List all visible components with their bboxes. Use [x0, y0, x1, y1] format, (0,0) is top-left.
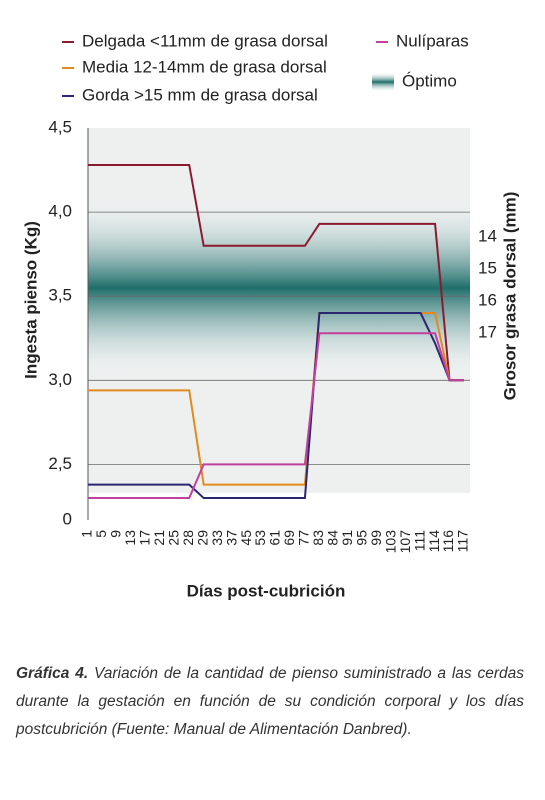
caption-label: Gráfica 4.: [16, 665, 89, 682]
x-tick-label: 29: [194, 530, 210, 546]
x-tick-label: 83: [310, 530, 326, 546]
x-axis-title: Días post-cubrición: [187, 581, 346, 600]
y2-tick-label: 17: [478, 322, 497, 341]
x-tick-label: 99: [368, 530, 384, 546]
y-tick-label: 4,0: [48, 202, 72, 221]
legend-label: Gorda >15 mm de grasa dorsal: [82, 85, 318, 104]
x-tick-label: 53: [252, 530, 268, 546]
x-tick-label: 28: [180, 530, 196, 546]
series-line: [88, 312, 464, 500]
x-tick-label: 25: [165, 530, 181, 546]
y-tick-label: 3,0: [48, 370, 72, 389]
y2-tick-label: 15: [478, 258, 497, 277]
x-tick-label: 77: [296, 530, 312, 546]
series-line: [88, 164, 464, 382]
x-tick-label: 61: [267, 530, 283, 546]
x-tick-label: 84: [325, 530, 341, 546]
x-tick-label: 114: [426, 530, 442, 553]
x-tick-label: 69: [281, 530, 297, 546]
legend-label: Delgada <11mm de grasa dorsal: [82, 31, 328, 50]
y2-tick-label: 14: [478, 226, 497, 245]
y-tick-label: 4,5: [48, 117, 72, 136]
x-tick-label: 9: [108, 530, 124, 538]
x-tick-label: 117: [455, 530, 471, 553]
x-tick-label: 33: [209, 530, 225, 546]
x-tick-label: 95: [353, 530, 369, 546]
x-tick-label: 1: [79, 530, 95, 538]
x-tick-label: 91: [339, 530, 355, 546]
optimal-band: [88, 195, 470, 381]
x-tick-label: 21: [151, 530, 167, 546]
series-line: [88, 332, 464, 500]
x-tick-label: 37: [223, 530, 239, 546]
x-tick-label: 17: [137, 530, 153, 546]
y-tick-label: 2,5: [48, 454, 72, 473]
caption: Gráfica 4. Variación de la cantidad de p…: [16, 660, 524, 744]
y2-axis-title: Grosor grasa dorsal (mm): [500, 192, 519, 401]
x-tick-label: 103: [382, 530, 398, 554]
y-tick-label: 0: [63, 509, 72, 528]
y-tick-label: 3,5: [48, 286, 72, 305]
caption-text: Variación de la cantidad de pienso sumin…: [16, 665, 525, 738]
x-tick-label: 111: [411, 530, 427, 551]
x-tick-label: 116: [440, 530, 456, 553]
chart: Ingesta pienso (Kg) Grosor grasa dorsal …: [21, 31, 519, 600]
x-tick-label: 45: [238, 530, 254, 546]
y2-tick-label: 16: [478, 290, 497, 309]
legend-label: Media 12-14mm de grasa dorsal: [82, 57, 327, 76]
legend-label: Nulíparas: [396, 31, 469, 50]
legend-swatch: [372, 72, 394, 92]
legend-label: Óptimo: [402, 71, 457, 90]
x-tick-label: 13: [122, 530, 138, 546]
x-tick-label: 5: [93, 530, 109, 538]
x-tick-label: 107: [397, 530, 413, 554]
y-axis-title: Ingesta pienso (Kg): [21, 221, 40, 379]
